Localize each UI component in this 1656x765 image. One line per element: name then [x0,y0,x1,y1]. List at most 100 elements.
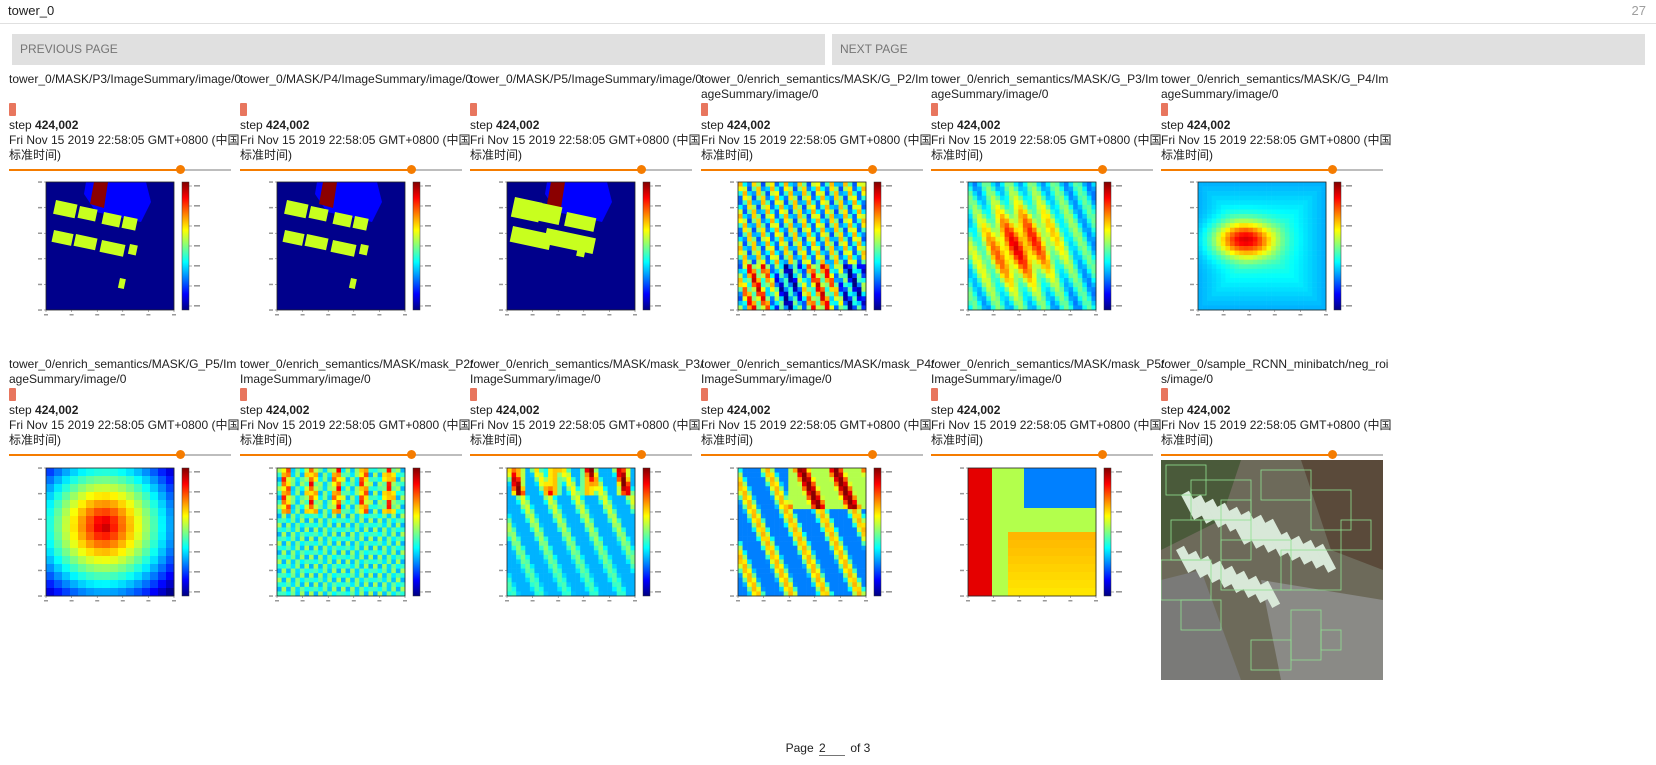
summary-image[interactable] [1161,460,1395,680]
summary-image[interactable] [701,460,935,610]
step-info: step 424,002 [1161,118,1395,133]
image-tag: tower_0/enrich_semantics/MASK/mask_P3/Im… [470,357,704,386]
slider-track-fill [470,169,641,171]
image-tag: tower_0/MASK/P4/ImageSummary/image/0 [240,72,473,86]
slider-knob[interactable] [406,165,416,174]
image-card: tower_0/enrich_semantics/MASK/mask_P2/Im… [240,357,474,461]
image-card: tower_0/enrich_semantics/MASK/G_P4/Image… [1161,72,1395,176]
summary-image[interactable] [931,460,1165,610]
slider-knob[interactable] [636,165,646,174]
step-info: step 424,002 [470,403,704,418]
run-color-badge [470,103,477,116]
slider-knob[interactable] [406,450,416,459]
heatmap-image [38,467,200,602]
step-slider[interactable] [931,164,1165,176]
heatmap-image [499,467,661,602]
summary-image[interactable] [240,174,474,324]
slider-knob[interactable] [1327,450,1337,459]
slider-knob[interactable] [1097,165,1107,174]
timestamp: Fri Nov 15 2019 22:58:05 GMT+0800 (中国标准时… [701,133,932,162]
slider-track-fill [701,454,872,456]
page-number-input[interactable]: 2 [819,741,845,756]
run-color-badge [1161,103,1168,116]
slider-track-fill [9,169,180,171]
slider-track-fill [931,169,1102,171]
step-prefix: step [9,118,32,132]
roi-image [1161,460,1383,680]
slider-knob[interactable] [175,165,185,174]
step-slider[interactable] [1161,164,1395,176]
summary-image[interactable] [470,174,704,324]
step-value: 424,002 [957,118,1001,132]
slider-track-fill [931,454,1102,456]
step-info: step 424,002 [9,118,243,133]
run-color-badge [9,388,16,401]
previous-page-button[interactable]: PREVIOUS PAGE [12,34,825,65]
slider-knob[interactable] [175,450,185,459]
step-slider[interactable] [9,449,243,461]
step-prefix: step [470,403,493,417]
heatmap-image [960,181,1122,316]
slider-knob[interactable] [1097,450,1107,459]
summary-image[interactable] [9,460,243,610]
heatmap-image [730,181,892,316]
step-slider[interactable] [240,164,474,176]
step-slider[interactable] [1161,449,1395,461]
step-slider[interactable] [931,449,1165,461]
slider-knob[interactable] [636,450,646,459]
step-slider[interactable] [240,449,474,461]
step-value: 424,002 [727,403,771,417]
heatmap-image [730,467,892,602]
step-info: step 424,002 [701,118,935,133]
heatmap-image [499,181,661,316]
image-tag: tower_0/enrich_semantics/MASK/mask_P2/Im… [240,357,474,386]
slider-knob[interactable] [1327,165,1337,174]
image-card: tower_0/enrich_semantics/MASK/G_P2/Image… [701,72,935,176]
step-slider[interactable] [9,164,243,176]
slider-track-rest [179,454,231,456]
image-tag: tower_0/MASK/P3/ImageSummary/image/0 [9,72,242,86]
image-card: tower_0/MASK/P3/ImageSummary/image/0 ste… [9,72,243,176]
summary-image[interactable] [701,174,935,324]
summary-image[interactable] [1161,174,1395,324]
summary-image[interactable] [9,174,243,324]
slider-knob[interactable] [867,450,877,459]
slider-track-rest [410,169,462,171]
step-value: 424,002 [35,403,79,417]
slider-knob[interactable] [867,165,877,174]
slider-track-rest [1331,454,1383,456]
step-info: step 424,002 [1161,403,1395,418]
timestamp: Fri Nov 15 2019 22:58:05 GMT+0800 (中国标准时… [240,418,471,447]
summary-image[interactable] [240,460,474,610]
slider-track-rest [179,169,231,171]
slider-track-rest [1101,454,1153,456]
slider-track-rest [1331,169,1383,171]
run-color-badge [701,103,708,116]
slider-track-fill [9,454,180,456]
slider-track-rest [640,169,692,171]
summary-image[interactable] [470,460,704,610]
slider-track-fill [240,169,411,171]
step-slider[interactable] [470,449,704,461]
step-prefix: step [240,403,263,417]
image-tag: tower_0/sample_RCNN_minibatch/neg_rois/i… [1161,357,1389,386]
slider-track-fill [470,454,641,456]
summary-image[interactable] [931,174,1165,324]
run-color-badge [240,388,247,401]
step-slider[interactable] [701,164,935,176]
slider-track-fill [1161,454,1332,456]
step-prefix: step [701,403,724,417]
next-page-button[interactable]: NEXT PAGE [832,34,1645,65]
step-info: step 424,002 [9,403,243,418]
image-card: tower_0/sample_RCNN_minibatch/neg_rois/i… [1161,357,1395,461]
run-color-badge [470,388,477,401]
page-label: Page [785,741,814,755]
step-value: 424,002 [266,118,310,132]
step-slider[interactable] [701,449,935,461]
step-slider[interactable] [470,164,704,176]
heatmap-image [269,181,431,316]
timestamp: Fri Nov 15 2019 22:58:05 GMT+0800 (中国标准时… [9,418,240,447]
slider-track-rest [871,169,923,171]
timestamp: Fri Nov 15 2019 22:58:05 GMT+0800 (中国标准时… [470,133,701,162]
run-color-badge [1161,388,1168,401]
